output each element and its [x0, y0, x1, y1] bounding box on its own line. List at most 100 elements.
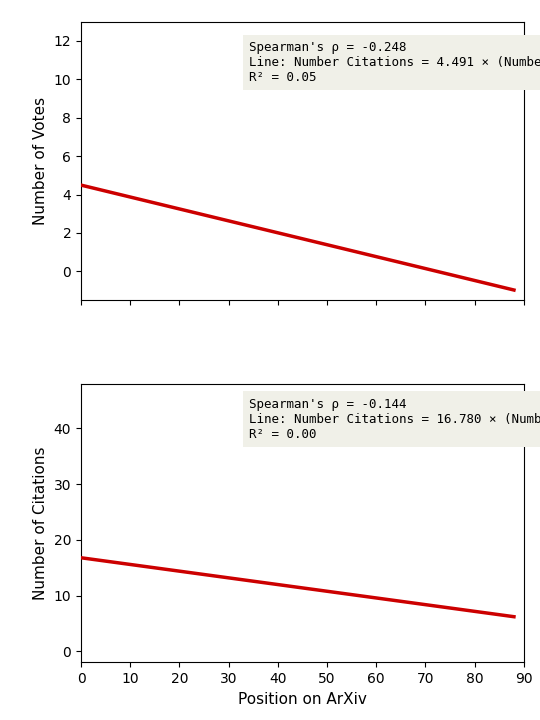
Point [107, 132, 116, 144]
Point [218, 264, 226, 276]
Point [361, 600, 369, 612]
Point [456, 534, 464, 546]
Point [129, 629, 138, 641]
Point [261, 131, 270, 143]
Point [148, 585, 157, 596]
Point [148, 628, 157, 639]
Point [154, 189, 163, 201]
Point [494, 562, 502, 574]
Point [165, 590, 174, 602]
Point [453, 247, 461, 258]
Point [105, 584, 113, 595]
Point [221, 645, 230, 657]
Point [160, 246, 169, 258]
Point [186, 207, 195, 219]
Point [77, 246, 85, 257]
Point [215, 265, 224, 276]
Point [183, 187, 191, 199]
Point [184, 595, 192, 606]
Point [302, 229, 311, 240]
Point [269, 578, 278, 590]
Point [134, 618, 143, 629]
Point [367, 584, 375, 595]
Point [488, 148, 496, 160]
Point [283, 188, 292, 199]
Point [86, 246, 94, 257]
Point [230, 225, 238, 236]
Point [79, 91, 87, 103]
Point [495, 210, 503, 221]
Point [356, 189, 364, 201]
Point [194, 206, 202, 217]
Point [484, 151, 492, 163]
Point [470, 267, 479, 279]
Point [429, 210, 438, 221]
Point [213, 641, 222, 652]
Point [165, 595, 174, 606]
Point [340, 190, 348, 202]
Point [438, 113, 447, 125]
Point [221, 267, 230, 279]
Point [87, 640, 96, 652]
Point [146, 629, 154, 641]
Point [111, 248, 119, 259]
Point [411, 612, 420, 624]
Point [352, 267, 360, 279]
Point [91, 612, 99, 624]
Point [132, 268, 141, 279]
Point [194, 639, 203, 651]
Point [125, 628, 134, 639]
Point [200, 76, 209, 87]
Point [404, 634, 413, 646]
Point [177, 207, 186, 218]
Point [458, 601, 467, 613]
Point [85, 207, 93, 218]
Point [489, 618, 498, 630]
Point [300, 624, 309, 635]
Point [150, 247, 158, 258]
Point [109, 540, 117, 552]
Point [184, 190, 192, 202]
Point [314, 624, 322, 636]
Point [293, 590, 302, 601]
Point [261, 624, 269, 636]
Point [100, 170, 109, 181]
Point [495, 600, 504, 612]
Point [176, 618, 184, 629]
Point [484, 634, 493, 646]
Point [272, 623, 280, 634]
Point [84, 645, 92, 657]
Point [174, 171, 183, 182]
Point [151, 607, 159, 618]
Point [244, 634, 252, 646]
Point [436, 578, 444, 590]
Point [373, 247, 382, 258]
Point [146, 562, 155, 573]
Point [146, 189, 155, 200]
Point [374, 647, 383, 658]
Point [294, 167, 303, 179]
Point [482, 149, 491, 161]
Point [291, 267, 299, 279]
Point [137, 600, 145, 612]
Point [287, 244, 295, 256]
Point [218, 618, 227, 629]
Point [87, 248, 96, 259]
Point [252, 149, 261, 161]
Point [148, 612, 157, 624]
Point [94, 595, 103, 607]
Point [305, 645, 313, 657]
Point [457, 151, 466, 163]
Point [276, 595, 285, 606]
Point [219, 112, 228, 124]
Point [195, 640, 204, 652]
Point [182, 207, 191, 218]
Point [143, 268, 151, 279]
Point [110, 170, 118, 181]
Point [152, 595, 160, 607]
Point [123, 644, 131, 656]
Point [416, 189, 425, 201]
Point [366, 617, 374, 629]
Point [218, 551, 227, 562]
Point [393, 417, 402, 428]
